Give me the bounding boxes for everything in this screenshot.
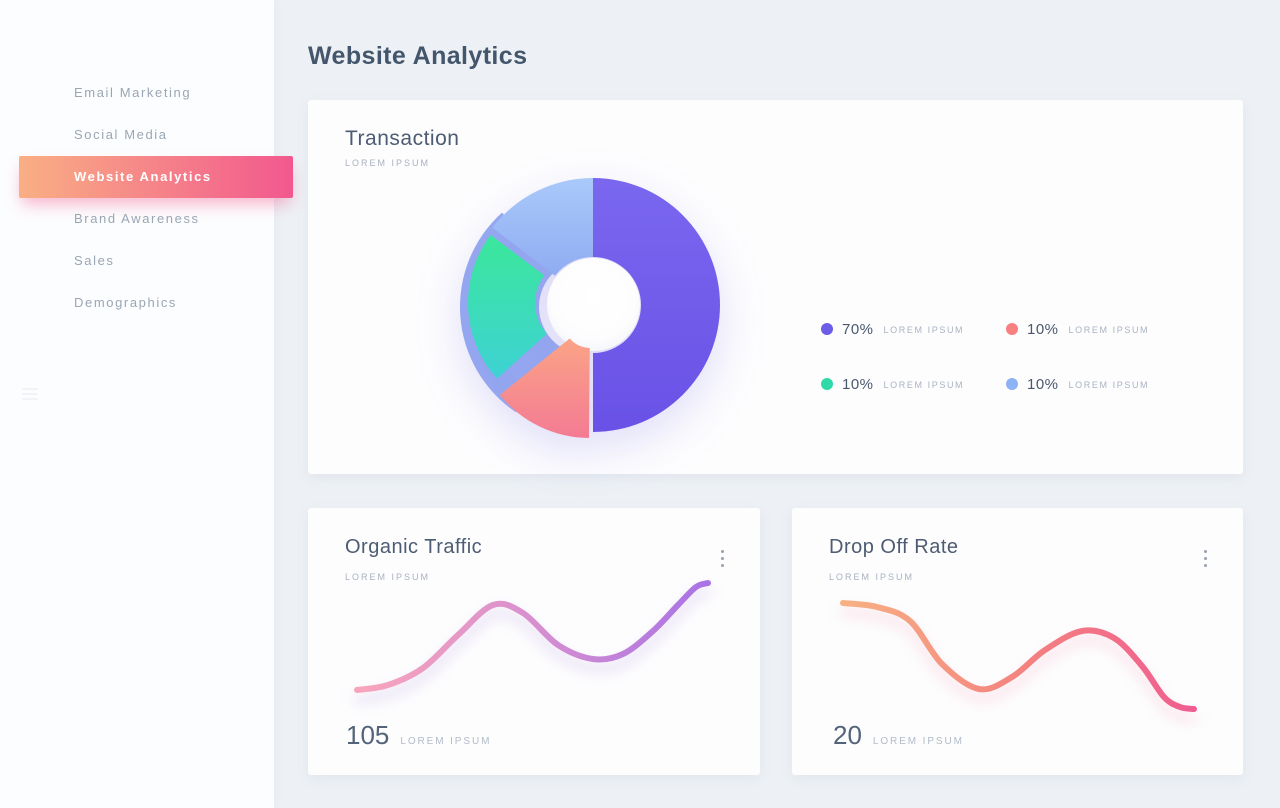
legend-value: 10% [842,375,874,393]
sidebar-item-sales[interactable]: Sales [74,253,115,268]
sidebar-item-social-media[interactable]: Social Media [74,127,168,142]
legend-label: LOREM IPSUM [1068,380,1150,390]
sidebar-item-email-marketing[interactable]: Email Marketing [74,85,192,100]
sidebar: Email Marketing Social Media Website Analy… [0,0,293,808]
transaction-card: Transaction LOREM IPSUM 70% LOREM IPSUM 10… [308,100,1243,474]
organic-traffic-card: Organic Traffic LOREM IPSUM 105 LOREM IP… [308,508,760,775]
trend-line [354,580,711,693]
drop-off-rate-title: Drop Off Rate [829,536,959,558]
legend-item: 10% LOREM IPSUM [1006,372,1191,396]
trend-line [840,600,1197,712]
legend-label: LOREM IPSUM [1068,325,1150,335]
sidebar-item-website-analytics[interactable]: Website Analytics [19,156,293,198]
hamburger-menu-icon[interactable] [22,388,38,403]
legend-dot-icon [821,323,833,335]
legend-item: 10% LOREM IPSUM [821,372,1006,396]
organic-traffic-title: Organic Traffic [345,536,483,558]
transaction-card-title: Transaction [345,127,460,150]
sidebar-item-demographics[interactable]: Demographics [74,295,178,310]
legend-value: 10% [1027,375,1059,393]
organic-traffic-value-label: LOREM IPSUM [400,736,492,747]
organic-traffic-metric: 105 LOREM IPSUM [346,720,491,751]
legend-dot-icon [1006,378,1018,390]
organic-traffic-value: 105 [346,720,390,750]
drop-off-rate-metric: 20 LOREM IPSUM [833,720,964,751]
center-hole [547,258,640,351]
drop-off-rate-subtitle: LOREM IPSUM [829,572,915,582]
legend-label: LOREM IPSUM [883,325,965,335]
backing-ring [460,212,561,413]
legend-item: 10% LOREM IPSUM [1006,317,1191,341]
sidebar-nav: Email Marketing Social Media Website Analy… [0,72,293,324]
legend-value: 10% [1027,320,1059,338]
legend-value: 70% [842,320,874,338]
segment-salmon-10 [499,338,590,438]
legend-dot-icon [821,378,833,390]
organic-traffic-more-menu-icon[interactable] [717,546,728,571]
segment-blue-10 [492,178,593,276]
drop-off-rate-value: 20 [833,720,862,750]
page-title: Website Analytics [308,42,528,70]
sidebar-item-brand-awareness[interactable]: Brand Awareness [74,211,200,226]
drop-off-rate-card: Drop Off Rate LOREM IPSUM 20 LOREM IPSUM [792,508,1243,775]
donut-legend: 70% LOREM IPSUM 10% LOREM IPSUM 10% LOREM IPS… [821,317,1191,396]
segment-purple-70 [593,178,720,432]
legend-dot-icon [1006,323,1018,335]
legend-item: 70% LOREM IPSUM [821,317,1006,341]
legend-label: LOREM IPSUM [883,380,965,390]
segment-teal-10 [468,234,547,379]
drop-off-rate-more-menu-icon[interactable] [1200,546,1211,571]
transaction-donut-chart [460,178,720,438]
transaction-card-subtitle: LOREM IPSUM [345,158,431,168]
organic-traffic-subtitle: LOREM IPSUM [345,572,431,582]
drop-off-rate-value-label: LOREM IPSUM [872,736,964,747]
